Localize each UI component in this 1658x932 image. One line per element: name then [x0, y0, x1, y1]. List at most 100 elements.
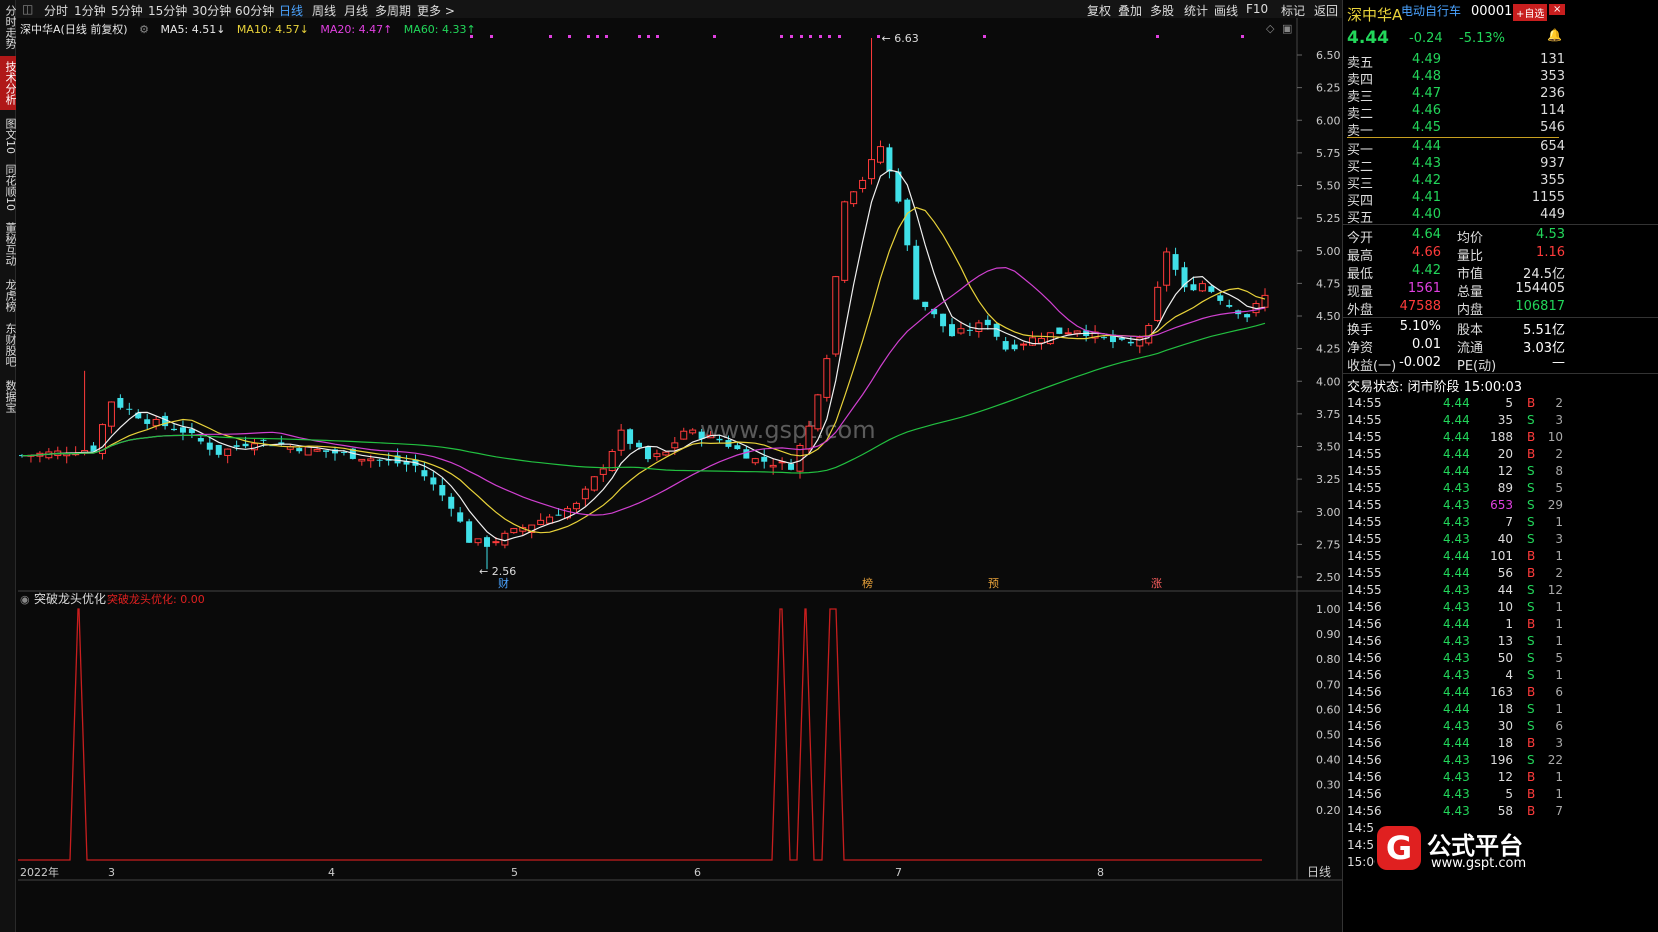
event-marker[interactable]: 财	[498, 576, 509, 590]
left-tab-5[interactable]: 龙虎榜	[4, 278, 17, 312]
tick-time: 14:56	[1347, 753, 1382, 767]
window-icon[interactable]: ◫	[22, 2, 34, 16]
tick-count: 3	[1555, 413, 1563, 427]
bid-volume: 449	[1540, 207, 1565, 222]
period-tab-4[interactable]: 30分钟	[192, 4, 232, 18]
candle-body	[1198, 283, 1206, 292]
candle-body	[171, 428, 178, 431]
event-marker[interactable]: 榜	[862, 576, 873, 590]
candle-body	[975, 322, 983, 333]
candle-body	[117, 397, 124, 408]
add-watchlist-button[interactable]: +自选	[1513, 4, 1548, 21]
candle-body	[1011, 344, 1018, 350]
toolbar-btn-1[interactable]: 叠加	[1118, 4, 1143, 18]
toolbar-btn-2[interactable]: 多股	[1150, 4, 1175, 18]
close-icon[interactable]: ×	[1549, 4, 1566, 15]
toolbar-btn-5[interactable]: F10	[1246, 2, 1269, 16]
tick-volume: 40	[1497, 532, 1513, 546]
toolbar-btn-3[interactable]: 统计	[1184, 4, 1209, 18]
tick-row: 14:55 4.43 89 S 5	[1347, 481, 1563, 498]
period-tab-2[interactable]: 5分钟	[111, 4, 143, 18]
ask-volume: 236	[1540, 86, 1565, 101]
tick-volume: 4	[1505, 668, 1513, 682]
tick-volume: 5	[1505, 787, 1513, 801]
bid-row: 买一 4.44 654	[1347, 139, 1565, 158]
expand-icon[interactable]: ▣	[1282, 22, 1292, 35]
tick-price: 4.44	[1443, 430, 1470, 444]
toolbar-btn-4[interactable]: 画线	[1214, 4, 1239, 18]
period-tab-0[interactable]: 分时	[44, 4, 69, 18]
stat-label: 股本	[1457, 323, 1484, 338]
candle-body	[484, 537, 491, 547]
stat-value: 4.64	[1412, 227, 1441, 242]
left-tab-3[interactable]: 同花顺10	[4, 163, 17, 211]
ask-label: 卖四	[1347, 73, 1374, 88]
tick-volume: 20	[1497, 447, 1513, 461]
tick-price: 4.43	[1443, 600, 1470, 614]
period-tab-9[interactable]: 多周期	[375, 4, 412, 18]
y-tick-label: 4.50	[1316, 310, 1341, 323]
x-tick-label: 4	[328, 866, 335, 879]
left-tab-2[interactable]: 图文10	[4, 118, 17, 154]
period-tab-8[interactable]: 月线	[344, 4, 369, 18]
candle-body	[1136, 337, 1144, 347]
toolbar-btn-7[interactable]: 返回	[1314, 4, 1339, 18]
left-tab-1[interactable]: 技术分析	[0, 56, 17, 110]
candle-body	[572, 502, 580, 510]
tick-price: 4.44	[1443, 396, 1470, 410]
diamond-icon[interactable]: ◇	[1266, 22, 1275, 35]
event-marker[interactable]: 涨	[1151, 577, 1162, 590]
period-tab-10[interactable]: 更多 >	[417, 4, 455, 18]
toolbar-btn-0[interactable]: 复权	[1087, 4, 1112, 18]
period-tab-3[interactable]: 15分钟	[148, 4, 188, 18]
period-tab-1[interactable]: 1分钟	[74, 4, 106, 18]
signal-dot	[819, 35, 822, 38]
tick-side: B	[1527, 566, 1536, 580]
tick-side: S	[1527, 651, 1535, 665]
bid-row: 买五 4.40 449	[1347, 207, 1565, 226]
left-tab-4[interactable]: 董秘互动	[4, 222, 17, 266]
indicator-name[interactable]: 突破龙头优化	[34, 591, 106, 606]
tick-price: 4.43	[1443, 498, 1470, 512]
tick-time: 14:56	[1347, 736, 1382, 750]
tick-side: S	[1527, 413, 1535, 427]
period-tab-6[interactable]: 日线	[279, 4, 304, 18]
tick-count: 1	[1555, 600, 1563, 614]
left-tab-6[interactable]: 东财股吧	[4, 323, 17, 367]
period-tab-5[interactable]: 60分钟	[235, 4, 275, 18]
settings-icon[interactable]: ⚙	[139, 23, 149, 36]
kline-chart[interactable]: 6.50 6.25 6.00 5.75 5.50 5.25 5.00 4.75 4.50 4.25…	[0, 0, 1342, 932]
concept-tag[interactable]: 电动自行车	[1401, 4, 1462, 18]
left-tab-7[interactable]: 数据宝	[4, 379, 17, 413]
tick-count: 2	[1555, 447, 1563, 461]
indicator-toggle-icon[interactable]: ◉	[20, 593, 30, 606]
signal-dot	[647, 35, 650, 38]
tick-count: 5	[1555, 651, 1563, 665]
sub-y-tick-label: 0.60	[1316, 703, 1341, 716]
tick-count: 7	[1555, 804, 1563, 818]
ask-price: 4.45	[1412, 120, 1441, 135]
y-tick-label: 5.75	[1316, 147, 1341, 160]
period-tab-7[interactable]: 周线	[312, 4, 337, 18]
left-tab-0[interactable]: 分时走势	[4, 5, 17, 49]
tick-price: 4.43	[1443, 770, 1470, 784]
signal-dot	[490, 35, 493, 38]
tick-count: 6	[1555, 719, 1563, 733]
bell-icon[interactable]: 🔔	[1547, 28, 1562, 42]
stat-label: 最低	[1347, 267, 1374, 282]
candle-body	[769, 464, 777, 468]
tick-time: 14:55	[1347, 481, 1382, 495]
candle-body	[1190, 284, 1197, 291]
candle-body	[98, 424, 106, 454]
event-marker[interactable]: 预	[988, 577, 999, 590]
tick-side: S	[1527, 753, 1535, 767]
candle-body	[510, 528, 518, 534]
tick-time: 14:55	[1347, 396, 1382, 410]
candle-body	[984, 319, 991, 326]
toolbar-btn-6[interactable]: 标记	[1281, 4, 1306, 18]
tick-volume: 188	[1490, 430, 1513, 444]
chart-title[interactable]: 深中华A(日线 前复权)	[20, 23, 128, 36]
tick-side: B	[1527, 430, 1536, 444]
candle-body	[376, 459, 383, 461]
